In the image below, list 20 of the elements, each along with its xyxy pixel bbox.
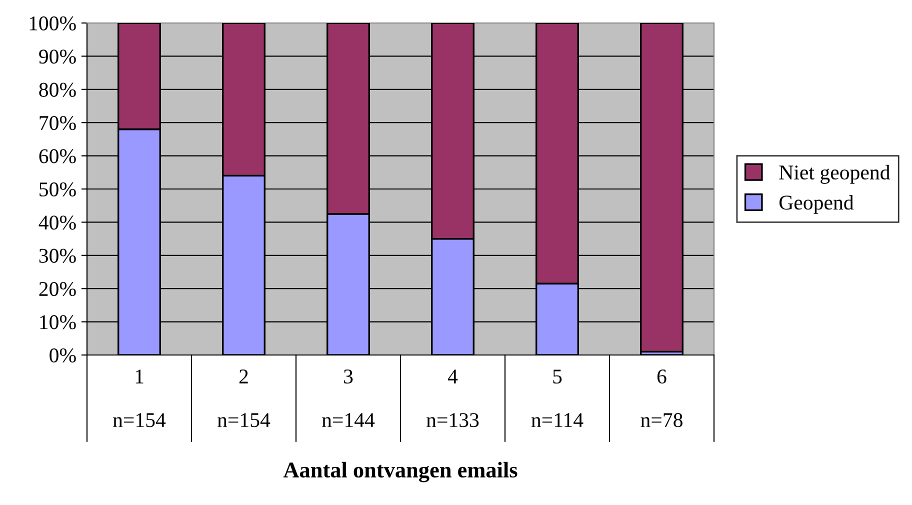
y-tick-label: 30% xyxy=(39,248,76,263)
y-tick-label: 60% xyxy=(39,149,76,164)
category-label: 3 n=144 xyxy=(322,370,375,427)
legend-label: Geopend xyxy=(779,194,854,214)
y-tick-label: 70% xyxy=(40,116,76,130)
category-label: 6 n=78 xyxy=(640,370,682,428)
y-tick-label: 0% xyxy=(50,348,76,362)
x-axis-title: Aantal ontvangen emails xyxy=(283,462,518,482)
category-label: 2 n=154 xyxy=(218,370,270,428)
y-tick-label: 10% xyxy=(40,315,76,330)
legend-label: Niet geopend xyxy=(779,164,890,184)
y-tick-label: 100% xyxy=(30,16,76,30)
y-tick-label: 20% xyxy=(39,282,76,296)
category-label: 1 n=154 xyxy=(113,370,166,428)
y-tick-label: 50% xyxy=(40,182,76,196)
category-label: 4 n=133 xyxy=(426,370,479,428)
y-tick-label: 90% xyxy=(39,50,76,64)
category-label: 5 n=114 xyxy=(531,370,584,427)
y-tick-label: 80% xyxy=(39,82,76,97)
y-tick-label: 40% xyxy=(38,216,76,230)
